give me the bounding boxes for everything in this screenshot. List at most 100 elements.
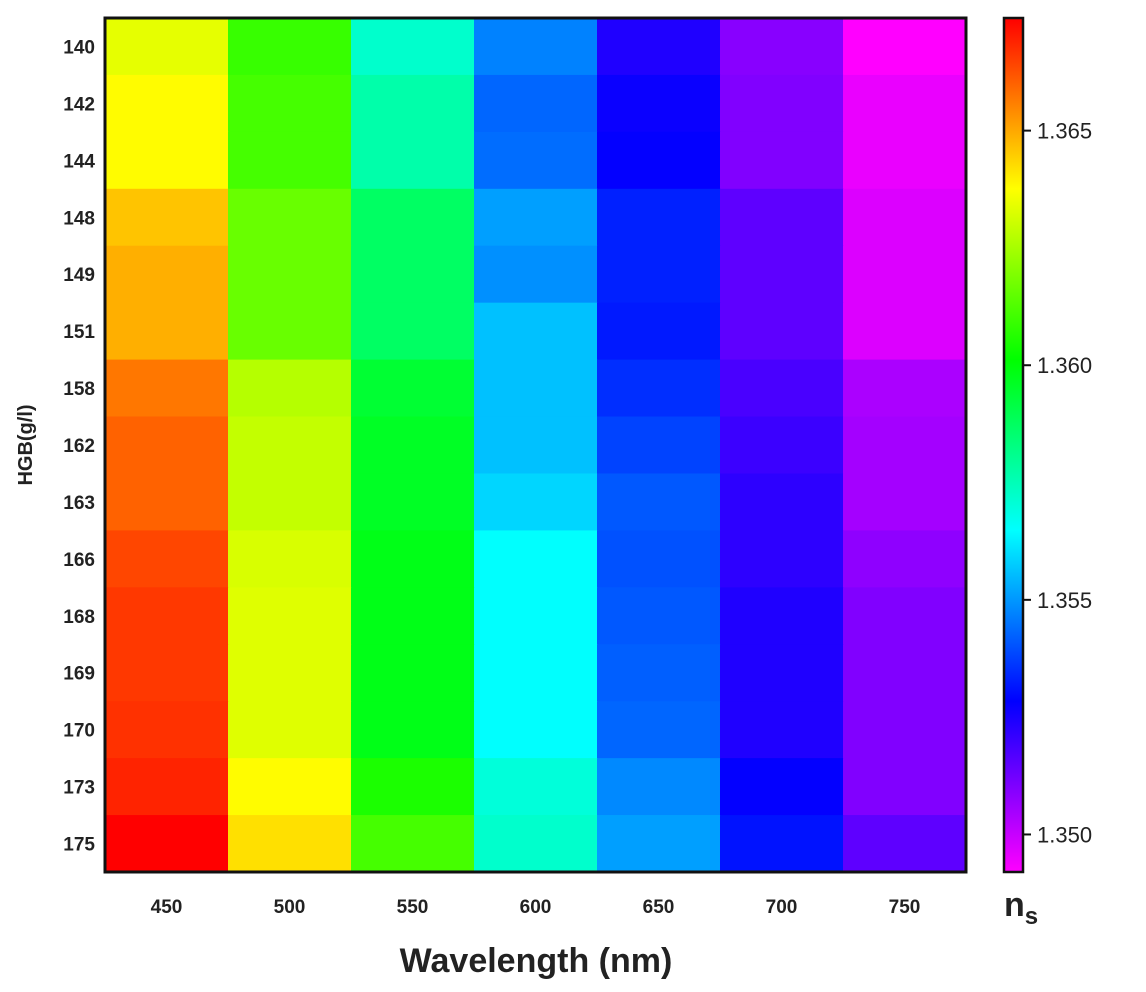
heatmap-cell xyxy=(228,758,352,816)
heatmap-cell xyxy=(351,473,475,531)
heatmap-cell xyxy=(474,188,598,247)
heatmap-cell xyxy=(351,188,475,247)
heatmap-cell xyxy=(843,530,967,588)
heatmap-cell xyxy=(597,758,721,816)
heatmap-cell xyxy=(474,416,598,475)
heatmap-cell xyxy=(720,473,844,531)
y-axis-label: HGB(g/l) xyxy=(15,404,37,485)
heatmap-cell xyxy=(105,131,229,190)
y-tick-label: 170 xyxy=(63,721,95,742)
colorbar-label-subscript: s xyxy=(1025,903,1038,930)
heatmap-cell xyxy=(105,644,229,702)
heatmap-cell xyxy=(351,701,475,759)
heatmap-cell xyxy=(105,302,229,361)
colorbar-label: ns xyxy=(1004,886,1038,930)
heatmap-cell xyxy=(105,74,229,133)
heatmap-cell xyxy=(597,245,721,304)
plot-frame xyxy=(103,16,968,874)
heatmap-cell xyxy=(228,815,352,873)
heatmap-cell xyxy=(105,530,229,588)
heatmap-cell xyxy=(474,74,598,133)
heatmap-cell xyxy=(843,131,967,190)
heatmap-cell xyxy=(474,473,598,531)
heatmap-cell xyxy=(105,416,229,475)
heatmap-cell xyxy=(720,530,844,588)
heatmap-cell xyxy=(843,644,967,702)
heatmap-cell xyxy=(720,701,844,759)
heatmap-cell xyxy=(351,131,475,190)
heatmap-cell xyxy=(105,758,229,816)
heatmap-cell xyxy=(720,302,844,361)
heatmap-cell xyxy=(597,188,721,247)
heatmap-cell xyxy=(105,18,229,76)
heatmap-cell xyxy=(597,416,721,475)
heatmap-cell xyxy=(351,416,475,475)
heatmap-cell xyxy=(474,587,598,645)
heatmap-cell xyxy=(474,758,598,816)
y-tick-label: 144 xyxy=(63,151,95,172)
heatmap-cell xyxy=(351,302,475,361)
heatmap-cell xyxy=(843,473,967,531)
heatmap-cell xyxy=(843,701,967,759)
heatmap-cell xyxy=(843,302,967,361)
heatmap-cell xyxy=(720,131,844,190)
y-tick-label: 140 xyxy=(63,37,95,58)
heatmap-cell xyxy=(228,473,352,531)
y-tick-label: 148 xyxy=(63,208,95,229)
heatmap-cell xyxy=(720,74,844,133)
heatmap-cells xyxy=(105,18,967,873)
y-tick-label: 173 xyxy=(63,778,95,799)
heatmap-cell xyxy=(597,815,721,873)
heatmap-cell xyxy=(843,74,967,133)
heatmap-cell xyxy=(351,758,475,816)
heatmap-cell xyxy=(474,815,598,873)
heatmap-cell xyxy=(720,758,844,816)
heatmap-cell xyxy=(843,587,967,645)
y-tick-label: 162 xyxy=(63,436,95,457)
colorbar-tick-label: 1.355 xyxy=(1037,588,1092,613)
heatmap-cell xyxy=(105,188,229,247)
heatmap-cell xyxy=(597,644,721,702)
heatmap-cell xyxy=(228,131,352,190)
heatmap-cell xyxy=(843,815,967,873)
heatmap-cell xyxy=(474,302,598,361)
x-tick-label: 650 xyxy=(643,897,675,918)
heatmap-cell xyxy=(105,473,229,531)
x-tick-label: 700 xyxy=(766,897,798,918)
y-tick-label: 151 xyxy=(63,322,95,343)
heatmap-cell xyxy=(474,18,598,76)
y-tick-label: 163 xyxy=(63,493,95,514)
heatmap-cell xyxy=(597,74,721,133)
y-tick-label: 168 xyxy=(63,607,95,628)
y-tick-labels: 140 142 144 148 149 151 158 162 163 166 168 169 170 1… xyxy=(63,37,95,855)
x-tick-labels: 450 500 550 600 650 700 750 xyxy=(151,897,921,918)
heatmap-cell xyxy=(228,245,352,304)
heatmap-cell xyxy=(228,587,352,645)
heatmap-cell xyxy=(720,359,844,418)
heatmap-cell xyxy=(843,245,967,304)
heatmap-cell xyxy=(720,18,844,76)
x-tick-label: 750 xyxy=(889,897,921,918)
heatmap-cell xyxy=(351,530,475,588)
heatmap-cell xyxy=(228,644,352,702)
heatmap-cell xyxy=(474,644,598,702)
heatmap-cell xyxy=(105,587,229,645)
heatmap-cell xyxy=(597,131,721,190)
heatmap-cell xyxy=(351,359,475,418)
heatmap-cell xyxy=(597,701,721,759)
heatmap-cell xyxy=(474,131,598,190)
heatmap-cell xyxy=(843,416,967,475)
heatmap-cell xyxy=(351,245,475,304)
heatmap-cell xyxy=(228,18,352,76)
heatmap-cell xyxy=(720,815,844,873)
heatmap-cell xyxy=(597,587,721,645)
y-tick-label: 166 xyxy=(63,550,95,571)
y-tick-label: 142 xyxy=(63,94,95,115)
heatmap-cell xyxy=(843,18,967,76)
heatmap-cell xyxy=(597,530,721,588)
y-tick-label: 175 xyxy=(63,835,95,856)
heatmap-cell xyxy=(228,530,352,588)
x-tick-label: 550 xyxy=(397,897,429,918)
heatmap-cell xyxy=(351,815,475,873)
colorbar-tick-label: 1.350 xyxy=(1037,822,1092,847)
